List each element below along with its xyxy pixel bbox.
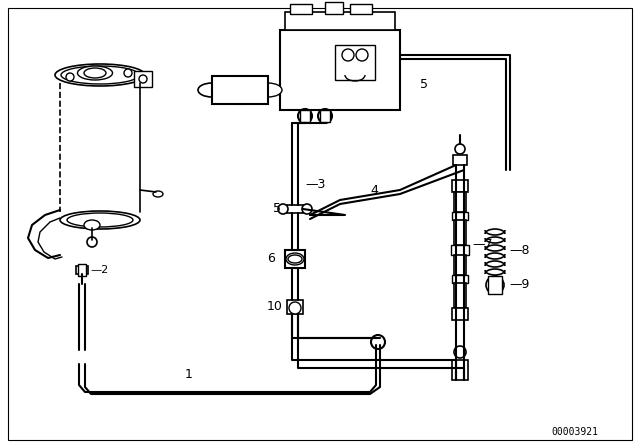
Text: —3: —3 — [305, 178, 325, 191]
Bar — [451, 245, 469, 255]
Ellipse shape — [55, 64, 145, 86]
Circle shape — [318, 109, 332, 123]
Ellipse shape — [198, 83, 226, 97]
Bar — [350, 4, 372, 14]
Circle shape — [278, 204, 288, 214]
Text: —7: —7 — [472, 238, 493, 251]
Bar — [300, 110, 310, 122]
Bar — [76, 266, 88, 274]
Bar — [335, 45, 375, 80]
Bar — [454, 255, 466, 275]
Circle shape — [298, 109, 312, 123]
Circle shape — [342, 49, 354, 61]
Text: 10: 10 — [267, 301, 283, 314]
Circle shape — [455, 144, 465, 154]
Bar — [134, 71, 152, 87]
Bar — [454, 283, 466, 308]
Text: 6: 6 — [267, 253, 275, 266]
Text: 5: 5 — [273, 202, 281, 215]
Bar — [78, 264, 86, 276]
Bar — [488, 276, 502, 294]
Bar — [452, 212, 468, 220]
Circle shape — [302, 204, 312, 214]
Bar — [454, 220, 466, 245]
Ellipse shape — [60, 211, 140, 229]
Text: —2: —2 — [90, 265, 108, 275]
Ellipse shape — [210, 76, 270, 104]
Bar — [452, 180, 468, 192]
Bar — [287, 300, 303, 314]
Text: 4: 4 — [370, 184, 378, 197]
Bar — [280, 30, 400, 110]
Bar — [325, 2, 343, 14]
Ellipse shape — [84, 68, 106, 78]
Bar — [452, 308, 468, 320]
Bar — [452, 360, 468, 380]
Circle shape — [356, 49, 368, 61]
Bar — [285, 12, 395, 30]
Bar — [320, 110, 330, 122]
Ellipse shape — [61, 66, 139, 84]
Text: 1: 1 — [185, 369, 193, 382]
Ellipse shape — [288, 255, 302, 263]
Bar — [453, 155, 467, 165]
Circle shape — [371, 335, 385, 349]
Circle shape — [87, 237, 97, 247]
Bar — [285, 250, 305, 268]
Bar — [454, 192, 466, 212]
Ellipse shape — [67, 213, 133, 227]
Bar — [452, 275, 468, 283]
Circle shape — [486, 276, 504, 294]
Ellipse shape — [254, 83, 282, 97]
Circle shape — [289, 302, 301, 314]
Circle shape — [66, 73, 74, 81]
Circle shape — [454, 346, 466, 358]
Ellipse shape — [286, 253, 304, 265]
Ellipse shape — [77, 66, 113, 80]
Bar — [212, 76, 268, 104]
Text: —8: —8 — [509, 244, 529, 257]
Bar — [290, 4, 312, 14]
Circle shape — [139, 75, 147, 83]
Circle shape — [124, 69, 132, 77]
Text: 5: 5 — [420, 78, 428, 91]
Text: 00003921: 00003921 — [552, 427, 598, 437]
Ellipse shape — [153, 191, 163, 197]
Ellipse shape — [84, 220, 100, 230]
Bar — [287, 205, 303, 213]
Text: —9: —9 — [509, 279, 529, 292]
